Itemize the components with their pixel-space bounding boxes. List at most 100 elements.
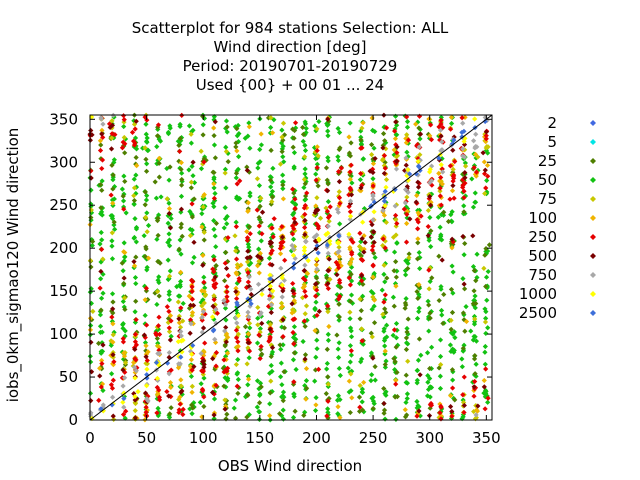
data-point xyxy=(414,367,420,373)
data-point xyxy=(370,405,376,412)
data-point xyxy=(291,293,297,299)
data-point xyxy=(336,301,342,307)
data-point xyxy=(246,124,252,130)
data-point xyxy=(178,224,184,231)
data-point xyxy=(369,306,375,313)
data-point xyxy=(247,254,253,260)
data-point xyxy=(143,138,150,144)
data-point xyxy=(98,295,105,301)
data-point xyxy=(346,192,352,198)
data-point xyxy=(158,194,164,200)
data-point xyxy=(368,378,374,384)
data-point xyxy=(382,292,388,298)
data-point xyxy=(154,375,161,381)
data-point xyxy=(415,119,421,125)
data-point xyxy=(289,199,296,205)
data-point xyxy=(89,242,95,249)
data-point xyxy=(359,338,365,344)
data-point xyxy=(482,394,488,400)
data-point xyxy=(393,259,399,265)
data-point xyxy=(335,249,341,255)
data-point xyxy=(338,165,344,171)
data-point xyxy=(436,170,442,176)
data-point xyxy=(254,378,261,384)
data-point xyxy=(394,150,400,156)
data-point xyxy=(166,308,172,315)
data-point xyxy=(258,384,264,390)
data-point xyxy=(336,233,342,239)
data-point xyxy=(392,113,399,119)
data-point xyxy=(222,342,228,348)
data-point xyxy=(334,291,340,298)
data-point xyxy=(405,341,411,347)
data-point xyxy=(143,351,149,357)
data-point xyxy=(358,134,364,140)
data-point xyxy=(202,293,208,299)
legend-label: 100 xyxy=(528,209,557,227)
data-point xyxy=(211,185,217,191)
data-point xyxy=(155,215,161,221)
data-point xyxy=(233,248,239,254)
data-point xyxy=(461,374,467,380)
data-point xyxy=(225,350,231,356)
data-point xyxy=(350,239,356,245)
legend-label: 250 xyxy=(528,228,557,246)
data-point xyxy=(224,289,230,295)
data-point xyxy=(267,390,273,396)
data-point xyxy=(167,411,173,417)
data-point xyxy=(472,151,479,157)
data-point xyxy=(223,356,229,363)
data-point xyxy=(405,153,411,160)
data-point xyxy=(485,399,491,405)
data-point xyxy=(428,122,434,128)
data-point xyxy=(381,410,387,416)
data-point xyxy=(267,286,273,293)
data-point xyxy=(144,264,150,271)
data-point xyxy=(404,194,410,200)
data-point xyxy=(211,412,217,418)
data-point xyxy=(142,202,148,208)
data-point xyxy=(360,120,366,126)
data-point xyxy=(405,316,411,322)
data-point xyxy=(381,337,388,344)
data-point xyxy=(244,333,251,340)
data-point xyxy=(414,380,420,386)
data-point xyxy=(221,369,227,375)
data-point xyxy=(314,195,320,201)
data-point xyxy=(255,322,261,328)
data-point xyxy=(189,288,195,295)
x-tick-label: 200 xyxy=(302,429,331,447)
data-point xyxy=(223,249,229,256)
data-point xyxy=(471,288,477,294)
data-point xyxy=(254,404,260,410)
data-point xyxy=(313,395,319,401)
data-point xyxy=(109,308,115,314)
data-point xyxy=(179,170,185,176)
data-point xyxy=(359,273,365,279)
data-point xyxy=(382,188,388,194)
data-point xyxy=(394,327,400,333)
data-point xyxy=(268,192,274,198)
data-point xyxy=(359,356,365,362)
data-point xyxy=(482,118,488,125)
data-point xyxy=(384,334,390,340)
data-point xyxy=(99,360,105,367)
data-point xyxy=(325,337,332,343)
data-point xyxy=(143,244,149,250)
data-point xyxy=(368,330,374,336)
data-point xyxy=(447,404,454,410)
data-point xyxy=(191,179,198,186)
data-point xyxy=(279,303,285,310)
data-point xyxy=(303,303,310,309)
data-point xyxy=(302,154,308,160)
data-point xyxy=(152,290,158,296)
data-point xyxy=(418,352,424,358)
data-point xyxy=(486,242,493,248)
data-point xyxy=(460,397,466,403)
data-point xyxy=(393,320,400,327)
data-point xyxy=(301,247,307,254)
data-point xyxy=(121,395,127,402)
data-point xyxy=(381,163,387,169)
data-point xyxy=(472,190,478,196)
data-point xyxy=(417,265,423,272)
